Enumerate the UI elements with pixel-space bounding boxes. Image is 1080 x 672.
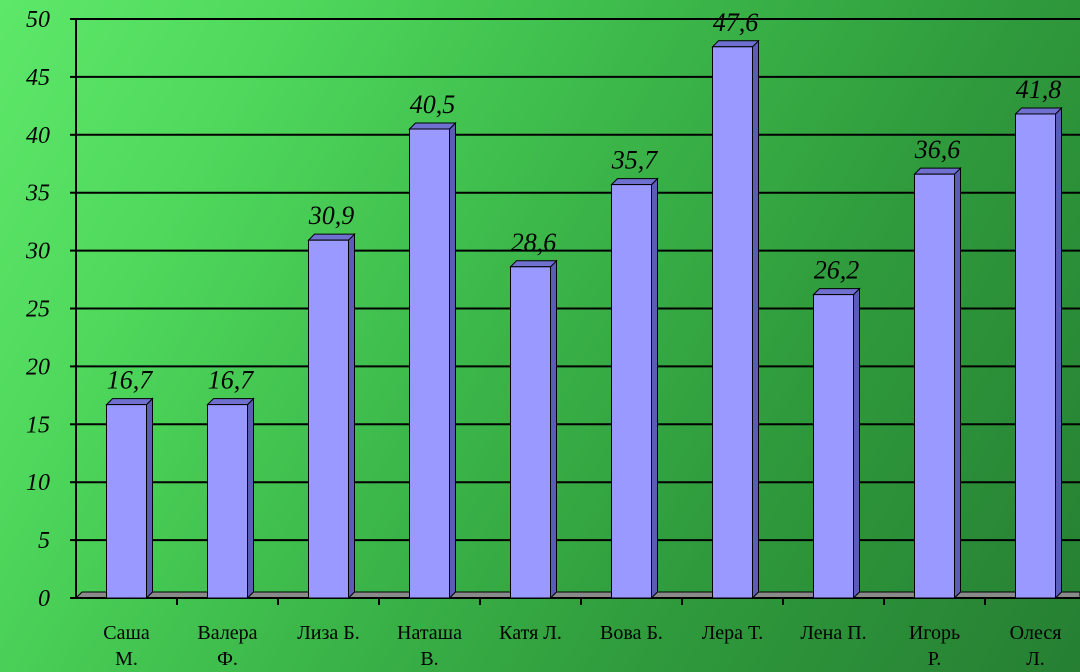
axes: 0 5 10 15 20 25 30 35 40 45 50 bbox=[25, 7, 1080, 612]
x-tick-label: Игорь bbox=[909, 622, 960, 644]
bar-side bbox=[853, 287, 860, 600]
y-tick-label: 20 bbox=[26, 354, 50, 380]
bar-top bbox=[812, 288, 861, 296]
bar-top bbox=[913, 167, 962, 175]
bar-top bbox=[408, 122, 457, 130]
y-tick-label: 30 bbox=[25, 239, 50, 265]
data-label: 41,8 bbox=[1016, 75, 1062, 104]
bar bbox=[509, 259, 558, 600]
bar-front bbox=[611, 184, 652, 599]
bar-top bbox=[1014, 107, 1063, 115]
y-tick-label: 10 bbox=[26, 470, 50, 496]
data-label: 36,6 bbox=[914, 135, 961, 164]
x-tick-label: В. bbox=[420, 648, 438, 670]
bar-top bbox=[711, 40, 760, 48]
x-tick-label: Саша bbox=[103, 622, 150, 644]
x-tick-label: Наташа bbox=[397, 622, 462, 644]
y-tick-label: 5 bbox=[38, 528, 50, 554]
x-tick-label: Вова Б. bbox=[600, 622, 663, 644]
bar bbox=[913, 166, 962, 600]
bar-front bbox=[914, 173, 955, 599]
bar bbox=[812, 287, 861, 600]
bar bbox=[1014, 106, 1063, 600]
bar-top bbox=[307, 233, 356, 241]
bar-side bbox=[247, 397, 254, 600]
bar bbox=[408, 121, 457, 600]
bar-side bbox=[550, 259, 557, 600]
x-tick-label: Ф. bbox=[217, 648, 238, 670]
bar-front bbox=[813, 294, 854, 599]
x-tick-label: Р. bbox=[928, 648, 942, 670]
x-tick-label: Лена П. bbox=[800, 622, 866, 644]
bar bbox=[206, 397, 255, 600]
y-tick-label: 25 bbox=[26, 297, 50, 323]
y-tick-label: 0 bbox=[38, 586, 50, 612]
data-label: 16,7 bbox=[208, 366, 255, 395]
bar-side bbox=[651, 177, 658, 600]
bar-side bbox=[954, 166, 961, 600]
bar-front bbox=[712, 46, 753, 599]
bar-top bbox=[509, 260, 558, 268]
bar-front bbox=[308, 239, 349, 599]
bar-side bbox=[752, 39, 759, 600]
y-tick-label: 15 bbox=[26, 412, 50, 438]
x-tick-label: Катя Л. bbox=[499, 622, 562, 644]
bars bbox=[105, 39, 1063, 600]
bar bbox=[307, 232, 356, 600]
y-tick-label: 40 bbox=[26, 123, 50, 149]
x-tick-label: Лера Т. bbox=[702, 622, 763, 644]
bar-top bbox=[610, 178, 659, 186]
bar-front bbox=[1015, 113, 1056, 599]
bar-front bbox=[409, 128, 450, 599]
data-label: 30,9 bbox=[308, 201, 355, 230]
x-tick-label: Л. bbox=[1026, 648, 1045, 670]
bar-front bbox=[510, 266, 551, 599]
bar-front bbox=[207, 404, 248, 599]
bar-side bbox=[146, 397, 153, 600]
bar-top bbox=[105, 398, 154, 406]
x-tick-label: Лиза Б. bbox=[297, 622, 360, 644]
data-label: 26,2 bbox=[814, 256, 860, 285]
bar-side bbox=[449, 121, 456, 600]
bar bbox=[105, 397, 154, 600]
data-label: 47,6 bbox=[713, 8, 759, 37]
bar-front bbox=[106, 404, 147, 599]
x-tick-label: Валера bbox=[197, 622, 257, 644]
labels: 16,7 Саша М. 16,7 Валера Ф. 30,9 Лиза Б. 40,5 Нат… bbox=[103, 8, 1061, 670]
data-label: 35,7 bbox=[611, 146, 659, 175]
bar-side bbox=[1055, 106, 1062, 600]
x-tick-label: Олеся bbox=[1010, 622, 1062, 644]
bar bbox=[711, 39, 760, 600]
data-label: 16,7 bbox=[107, 366, 154, 395]
y-tick-label: 50 bbox=[26, 7, 50, 33]
data-label: 40,5 bbox=[410, 90, 456, 119]
y-tick-label: 45 bbox=[26, 65, 50, 91]
data-label: 28,6 bbox=[511, 228, 557, 257]
bar-side bbox=[348, 232, 355, 600]
x-tick-label: М. bbox=[115, 648, 138, 670]
bar bbox=[610, 177, 659, 600]
bar-top bbox=[206, 398, 255, 406]
y-tick-label: 35 bbox=[25, 181, 50, 207]
